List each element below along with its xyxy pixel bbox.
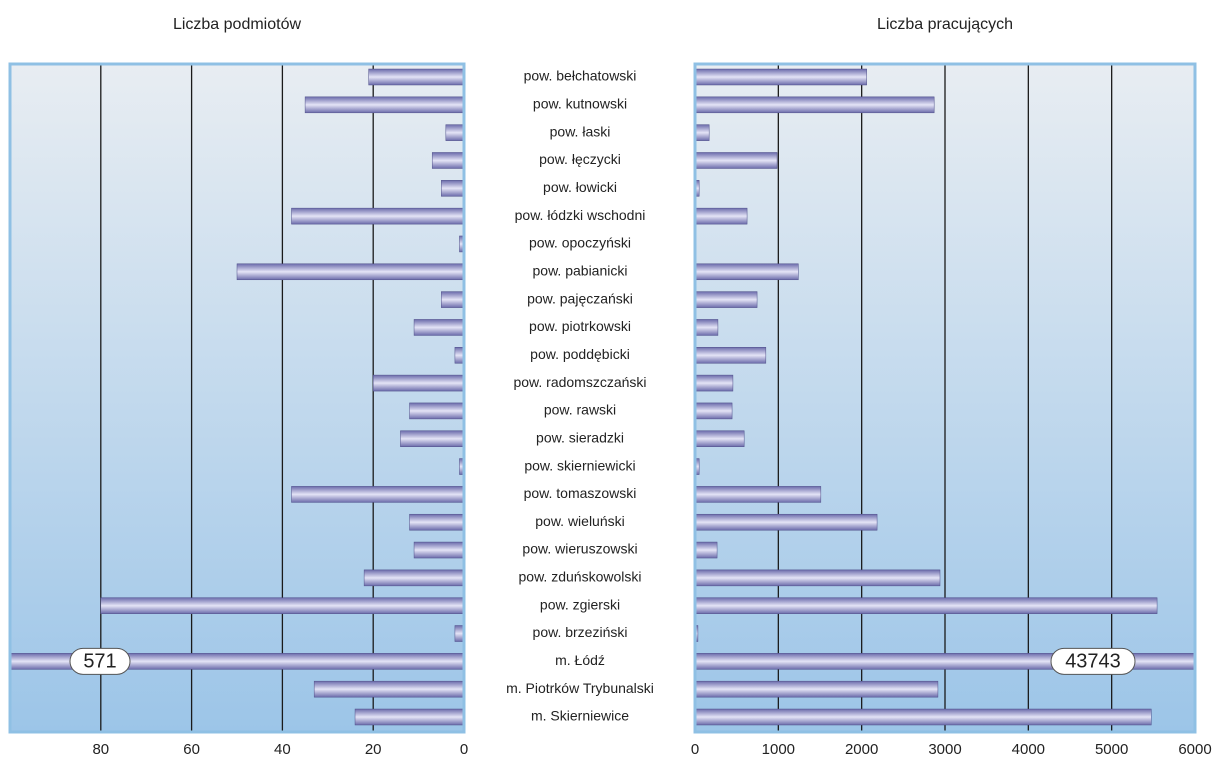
x-tick-label: 80: [92, 741, 109, 758]
x-tick-label: 0: [691, 741, 699, 758]
x-tick-label: 3000: [928, 741, 961, 758]
bar: [695, 597, 1158, 614]
bar: [454, 625, 464, 642]
category-label: pow. łaski: [550, 123, 611, 139]
bar: [454, 347, 464, 364]
bar: [695, 152, 778, 169]
bar: [695, 402, 733, 420]
category-label: pow. wieruszowski: [522, 541, 637, 557]
category-label: pow. skierniewicki: [524, 457, 635, 473]
bar: [354, 708, 464, 726]
x-tick-label: 1000: [762, 741, 795, 758]
category-label: pow. łęczycki: [539, 151, 621, 167]
bar: [695, 680, 939, 698]
plot-border: [693, 62, 1197, 734]
panel-title: Liczba pracujących: [877, 16, 1013, 33]
category-label: pow. radomszczański: [513, 374, 646, 390]
category-label: pow. łowicki: [543, 179, 617, 195]
bar: [368, 68, 464, 86]
category-label: pow. opoczyński: [529, 235, 631, 251]
category-label: pow. zgierski: [540, 596, 620, 612]
bar: [291, 207, 464, 225]
value-label: 43743: [1065, 651, 1121, 673]
bar: [695, 458, 700, 475]
bar: [313, 680, 464, 698]
category-label: pow. tomaszowski: [524, 485, 637, 501]
bar: [409, 513, 464, 531]
bar: [445, 124, 464, 141]
category-label: m. Piotrków Trybunalski: [506, 680, 654, 696]
bar: [695, 430, 745, 447]
bar: [695, 708, 1152, 726]
x-tick-label: 60: [183, 741, 200, 758]
bar: [695, 124, 710, 141]
x-tick-label: 4000: [1012, 741, 1045, 758]
category-label: pow. łódzki wschodni: [515, 207, 646, 223]
category-label: pow. pabianicki: [533, 262, 628, 278]
bar: [363, 569, 464, 587]
plot-area: [10, 64, 464, 732]
bar: [413, 319, 464, 336]
bar: [291, 486, 464, 503]
category-label: pow. pajęczański: [527, 290, 633, 306]
category-label: pow. kutnowski: [533, 96, 627, 112]
value-label-box: [1050, 647, 1136, 675]
bar: [304, 96, 464, 114]
x-tick-label: 5000: [1095, 741, 1128, 758]
value-label-box: [69, 647, 131, 675]
plot-border: [8, 62, 466, 734]
category-label: pow. zduńskowolski: [519, 569, 642, 585]
bar: [695, 513, 878, 531]
bar: [695, 653, 1195, 670]
bar: [695, 569, 941, 587]
panel-title: Liczba podmiotów: [173, 16, 302, 33]
bar: [236, 263, 464, 281]
category-label: pow. bełchatowski: [524, 68, 637, 84]
category-label: m. Łódź: [555, 652, 605, 668]
bar: [431, 152, 464, 169]
bar: [372, 374, 464, 392]
bar: [100, 597, 464, 614]
bar: [695, 263, 799, 281]
x-tick-label: 6000: [1178, 741, 1211, 758]
category-label: pow. brzeziński: [533, 624, 628, 640]
bar: [409, 402, 464, 420]
category-label: pow. sieradzki: [536, 429, 624, 445]
bar: [695, 374, 734, 392]
category-label: pow. wieluński: [535, 513, 625, 529]
bar: [695, 319, 719, 336]
category-label: m. Skierniewice: [531, 708, 629, 724]
bar: [695, 486, 822, 503]
bar: [695, 291, 758, 308]
value-label: 571: [83, 651, 116, 673]
bar: [413, 541, 464, 559]
x-tick-label: 40: [274, 741, 291, 758]
category-label: pow. poddębicki: [530, 346, 630, 362]
bar: [695, 180, 700, 197]
x-tick-label: 20: [365, 741, 382, 758]
x-tick-label: 0: [460, 741, 468, 758]
bar: [695, 541, 718, 559]
category-label: pow. rawski: [544, 402, 616, 418]
bar: [695, 68, 867, 86]
bar: [695, 96, 935, 114]
bar: [400, 430, 464, 447]
bar: [695, 347, 767, 364]
bar: [695, 207, 748, 225]
bar: [441, 291, 464, 308]
bar: [441, 180, 464, 197]
x-tick-label: 2000: [845, 741, 878, 758]
category-label: pow. piotrkowski: [529, 318, 631, 334]
